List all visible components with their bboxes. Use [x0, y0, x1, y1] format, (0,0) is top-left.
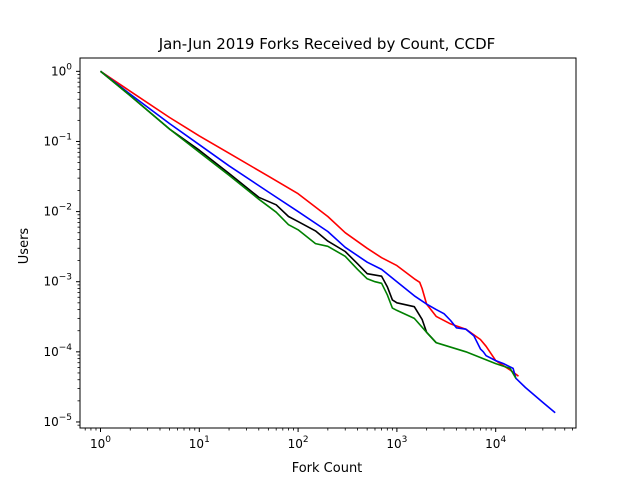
- y-tick-label: 10−5: [43, 413, 72, 429]
- y-axis: 100 10−1 10−2 10−3 10−4 10−5: [43, 62, 80, 429]
- plot-area: [99, 70, 556, 414]
- y-axis-label: Users: [17, 228, 32, 265]
- x-axis: 100 101 102 103 104: [84, 428, 573, 451]
- series-line-2: [100, 70, 556, 414]
- x-tick-label: 100: [90, 435, 111, 451]
- y-tick-label: 10−1: [43, 132, 72, 148]
- series-line-3: [99, 70, 437, 344]
- x-tick-label: 102: [288, 435, 309, 451]
- y-tick-label: 10−3: [43, 273, 72, 289]
- plot-frame: [79, 57, 577, 429]
- y-tick-label: 100: [51, 62, 72, 78]
- y-tick-label: 10−4: [43, 343, 72, 359]
- x-tick-label: 104: [485, 435, 506, 451]
- chart-title: Jan-Jun 2019 Forks Received by Count, CC…: [158, 35, 496, 53]
- x-tick-label: 103: [386, 435, 407, 451]
- x-tick-label: 101: [189, 435, 210, 451]
- series-group: [99, 70, 556, 414]
- x-axis-label: Fork Count: [292, 461, 363, 476]
- y-tick-label: 10−2: [43, 203, 72, 219]
- series-line-1: [100, 70, 519, 377]
- series-line-4: [99, 70, 517, 379]
